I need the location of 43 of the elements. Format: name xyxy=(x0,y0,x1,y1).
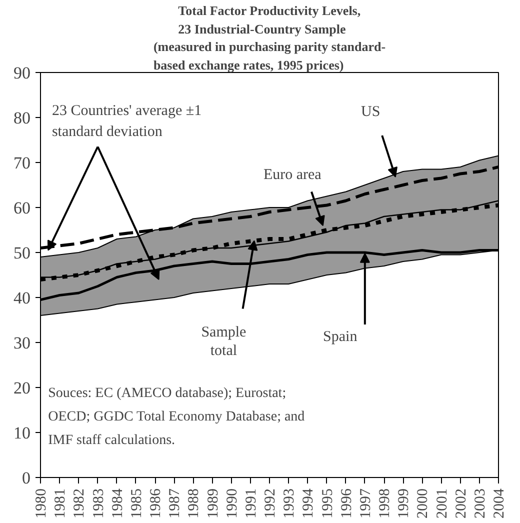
y-tick-label: 70 xyxy=(14,154,30,172)
text: US xyxy=(361,104,380,120)
text: Euro area xyxy=(263,166,322,183)
y-tick-label: 90 xyxy=(14,64,30,82)
x-tick-label: 1982 xyxy=(72,488,88,518)
y-tick-label: 20 xyxy=(14,378,30,398)
chart-subtitle: (measured in purchasing parity standard-based exchange rates, 1995 prices) xyxy=(153,38,386,72)
x-tick-label: 1986 xyxy=(148,488,164,518)
x-tick-label: 1997 xyxy=(358,488,374,518)
x-tick-label: 1998 xyxy=(377,488,393,518)
x-tick-label: 1999 xyxy=(396,488,412,518)
x-tick-label: 1985 xyxy=(128,488,145,518)
text: Sample total xyxy=(201,324,247,360)
annotation: 23 Countries' average ±1 standard deviation xyxy=(52,103,202,140)
x-tick-label: 2003 xyxy=(472,488,488,518)
x-tick-label: 2002 xyxy=(453,488,470,518)
x-tick-label: 1988 xyxy=(186,488,202,518)
x-tick-label: 1992 xyxy=(262,488,278,518)
x-tick-label: 1993 xyxy=(282,488,298,518)
text: Spain xyxy=(323,328,358,345)
x-tick-label: 1989 xyxy=(205,488,222,518)
x-tick-label: 1996 xyxy=(338,488,355,518)
x-tick-label: 1991 xyxy=(243,488,260,518)
x-tick-label: 1984 xyxy=(110,488,126,518)
x-tick-label: 1980 xyxy=(34,488,50,518)
x-tick-label: 1983 xyxy=(90,488,107,518)
y-tick-label: 30 xyxy=(14,334,30,352)
x-tick-label: 2001 xyxy=(434,488,450,518)
x-tick-label: 1987 xyxy=(167,488,184,518)
x-tick-label: 2000 xyxy=(415,488,432,518)
x-tick-label: 1995 xyxy=(320,488,336,518)
x-tick-label: 1981 xyxy=(52,488,69,518)
y-tick-label: 50 xyxy=(14,244,30,262)
y-tick-label: 80 xyxy=(14,108,30,128)
x-tick-label: 1990 xyxy=(224,488,240,518)
annotation: Souces: EC (AMECO database); Eurostat; OECD; GGDC Total Economy Database; and IMF staff calculations. xyxy=(48,386,305,448)
y-tick-label: 0 xyxy=(22,468,30,488)
chart-title: Total Factor Productivity Levels, 23 Industrial-Country Sample xyxy=(178,2,361,36)
x-tick-label: 1994 xyxy=(300,488,317,518)
x-tick-label: 2004 xyxy=(492,488,508,518)
y-tick-label: 40 xyxy=(14,288,30,308)
y-tick-label: 10 xyxy=(14,424,30,442)
y-tick-label: 60 xyxy=(14,198,30,218)
